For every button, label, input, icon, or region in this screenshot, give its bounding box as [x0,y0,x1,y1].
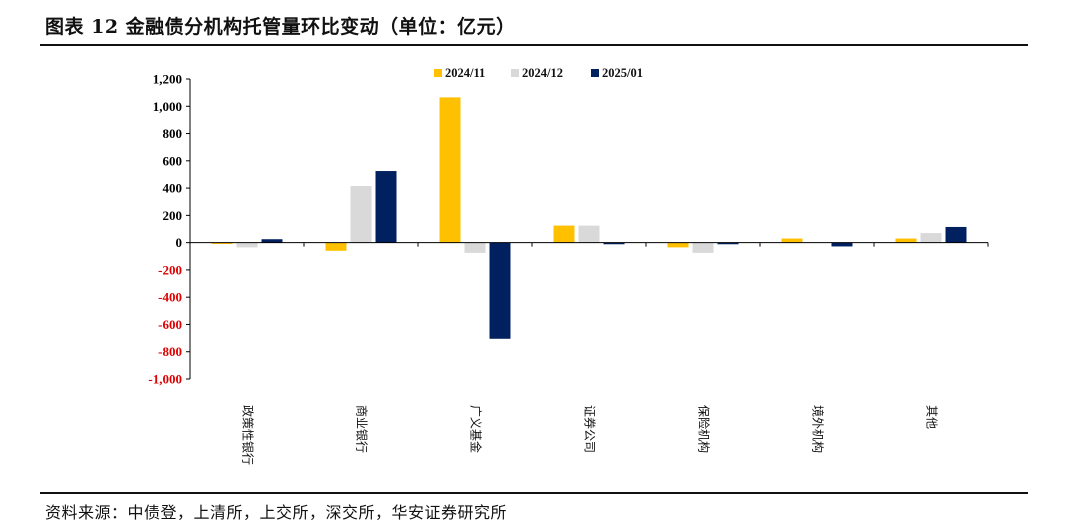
chart-legend: 2024/11 2024/12 2025/01 [434,66,643,80]
y-tick-label: -800 [158,344,182,359]
y-tick-label: 1,000 [153,99,182,114]
legend-swatch [591,69,599,77]
y-tick-label: -600 [158,317,182,332]
x-category-label: 商业银行 [355,405,370,453]
data-source: 资料来源：中债登，上清所，上交所，深交所，华安证券研究所 [45,503,508,522]
bar [325,242,347,251]
bar [350,186,372,243]
bar [692,242,714,253]
x-category-label: 证券公司 [583,405,598,453]
y-tick-label: -1,000 [148,372,182,387]
legend-swatch [511,69,519,77]
bar [553,225,575,243]
y-tick-label: 200 [163,208,183,223]
y-tick-label: 800 [163,126,183,141]
bar [895,238,917,243]
bar [261,239,283,243]
y-tick-label: -200 [158,262,182,277]
bar [236,242,258,248]
bar [489,242,511,339]
legend-label: 2024/12 [522,66,563,80]
y-tick-label: 400 [163,181,183,196]
bar [831,242,853,247]
x-category-label: 其他 [925,405,939,429]
x-category-label: 保险机构 [697,405,712,453]
bar [920,233,942,243]
y-tick-label: 1,200 [153,72,182,87]
legend-swatch [434,69,442,77]
bar [781,238,803,243]
legend-label: 2024/11 [445,66,485,80]
bar [439,97,461,243]
footer-divider [40,492,1028,494]
bar [717,242,739,245]
bar [578,225,600,243]
y-axis: 1,200 1,000 800 600 400 200 0 -200 -400 -600 -800 -… [148,72,191,387]
x-category-label: 广义基金 [469,405,484,453]
bar [211,242,233,244]
x-category-label: 政策性银行 [241,405,255,465]
y-tick-label: 600 [163,153,183,168]
title-divider [40,44,1028,46]
y-tick-label: -400 [158,290,182,305]
bar [603,242,625,245]
bar [945,226,967,243]
chart-title: 图表 12 金融债分机构托管量环比变动（单位：亿元） [45,16,516,38]
x-category-label: 境外机构 [811,405,826,453]
y-tick-label: 0 [176,235,183,250]
bar-series [211,97,967,339]
bar [375,171,397,243]
x-axis: 政策性银行 商业银行 广义基金 证券公司 保险机构 境外机构 其他 [189,242,989,465]
legend-label: 2025/01 [602,66,643,80]
bar [667,242,689,248]
bar [464,242,486,253]
